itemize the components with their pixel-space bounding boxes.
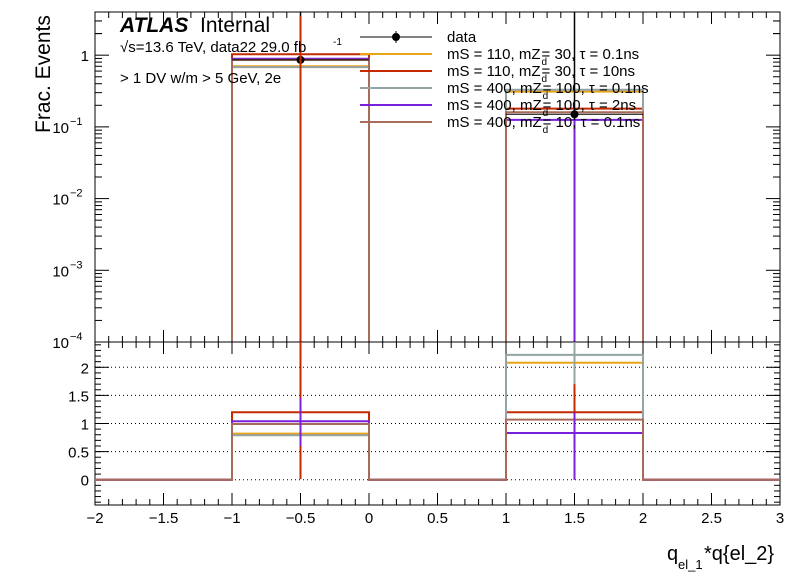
y-tick-label: 10 −3 (52, 259, 82, 280)
legend-label: data (447, 29, 477, 46)
x-tick-label: 0 (365, 510, 373, 527)
legend-entry-s3: mS = 400, mZ d = 100, τ = 0.1ns (360, 80, 649, 102)
x-tick-label: −2 (86, 510, 103, 527)
ratio-hist-line (95, 411, 780, 481)
atlas-label: ATLAS Internal (119, 14, 270, 37)
ratio-y-tick-label: 1.5 (68, 388, 89, 405)
legend-entry-data: data (360, 29, 477, 46)
y-tick-label: 10 −2 (52, 188, 82, 209)
ratio-series-1 (95, 411, 780, 481)
ratio-series-4 (95, 418, 780, 481)
y-tick-label-exponent: −4 (70, 331, 83, 343)
ratio-hist-line (95, 420, 780, 481)
legend-entry-s4: mS = 400, mZ d = 100, τ = 2ns (360, 97, 636, 119)
x-tick-label: 3 (776, 510, 784, 527)
ratio-y-tick-label: 0 (81, 473, 89, 490)
ratio-hist-line (95, 353, 780, 481)
y-tick-label-exponent: −3 (70, 259, 83, 271)
main-panel-border (94, 11, 781, 343)
ratio-y-tick-label: 1 (81, 417, 89, 434)
energy-lumi-text: √s=13.6 TeV, data22 29.0 fb (120, 39, 306, 56)
legend-label: mS = 110, mZ (447, 63, 541, 80)
legend-label-rest: = 30, τ = 10ns (542, 63, 636, 80)
x-tick-label: −0.5 (286, 510, 316, 527)
data-point (570, 110, 579, 119)
y-tick-label-base: 10 (52, 192, 69, 209)
x-tick-label: 1.5 (564, 510, 585, 527)
energy-label: √s=13.6 TeV, data22 29.0 fb -1 (120, 37, 342, 56)
legend-label-rest: = 10, τ = 0.1ns (543, 114, 641, 131)
data-points (232, 12, 643, 342)
energy-lumi-exponent: -1 (333, 37, 342, 48)
main-panel-histograms (231, 12, 644, 342)
legend-label-rest: = 100, τ = 2ns (543, 97, 637, 114)
x-tick-label: −1.5 (149, 510, 179, 527)
y-tick-label: 10 −4 (52, 331, 82, 352)
legend-label-rest: = 100, τ = 0.1ns (543, 80, 649, 97)
legend-label: mS = 400, mZ (447, 114, 542, 131)
ratio-series-0 (95, 361, 780, 481)
legend-marker (392, 33, 400, 41)
x-axis-title-sub: el_1 (678, 557, 703, 572)
ratio-series-3 (95, 420, 780, 481)
legend-label-sub: d (543, 108, 549, 119)
ratio-series-2 (95, 353, 780, 481)
x-axis-title: q el_1 *q{el_2} (667, 543, 774, 572)
y-tick-label: 1 (81, 48, 89, 65)
legend-label: mS = 110, mZ (447, 46, 541, 63)
y-tick-label: 10 −1 (52, 116, 82, 137)
y-tick-label-exponent: −1 (70, 116, 83, 128)
y-tick-label-base: 10 (52, 263, 69, 280)
x-axis-title-main: q (667, 543, 678, 565)
ratio-y-tick-label: 0.5 (68, 445, 89, 462)
ratio-panel-histograms (95, 342, 780, 481)
x-tick-label: −1 (223, 510, 240, 527)
ratio-panel-frame: 0 0.5 1 1.5 2 −2 −1.5 −1 −0.5 0 0.5 1 1.5 2 2.5 3 (68, 341, 784, 527)
selection-label: > 1 DV w/m > 5 GeV, 2e (120, 70, 281, 87)
ratio-hist-line (95, 418, 780, 481)
y-tick-label-text: 1 (81, 48, 89, 65)
ratio-hist-line (95, 361, 780, 481)
y-tick-label-base: 10 (52, 120, 69, 137)
legend-label: mS = 400, mZ (447, 80, 542, 97)
x-tick-label: 2 (639, 510, 647, 527)
legend-entry-s2: mS = 110, mZ d = 30, τ = 10ns (360, 63, 635, 85)
legend-entry-s1: mS = 110, mZ d = 30, τ = 0.1ns (360, 46, 639, 68)
legend-label-rest: = 30, τ = 0.1ns (542, 46, 640, 63)
x-tick-label: 0.5 (427, 510, 448, 527)
legend-label: mS = 400, mZ (447, 97, 542, 114)
ratio-y-tick-label: 2 (81, 360, 89, 377)
atlas-internal-text: Internal (200, 14, 270, 37)
legend-label-sub: d (543, 91, 549, 102)
y-tick-label-exponent: −2 (70, 188, 83, 200)
legend-entry-s5: mS = 400, mZ d = 10, τ = 0.1ns (360, 114, 640, 136)
y-axis-title: Frac. Events (32, 15, 55, 133)
x-axis-title-rest: *q{el_2} (704, 543, 774, 565)
legend-label-sub: d (542, 74, 548, 85)
legend-label-sub: d (543, 125, 549, 136)
atlas-logo-text: ATLAS (119, 14, 188, 37)
x-tick-label: 1 (502, 510, 510, 527)
x-tick-label: 2.5 (701, 510, 722, 527)
y-tick-label-base: 10 (52, 335, 69, 352)
legend-label-sub: d (542, 57, 548, 68)
main-panel-frame: 110−110−210−310−4 (52, 11, 781, 352)
